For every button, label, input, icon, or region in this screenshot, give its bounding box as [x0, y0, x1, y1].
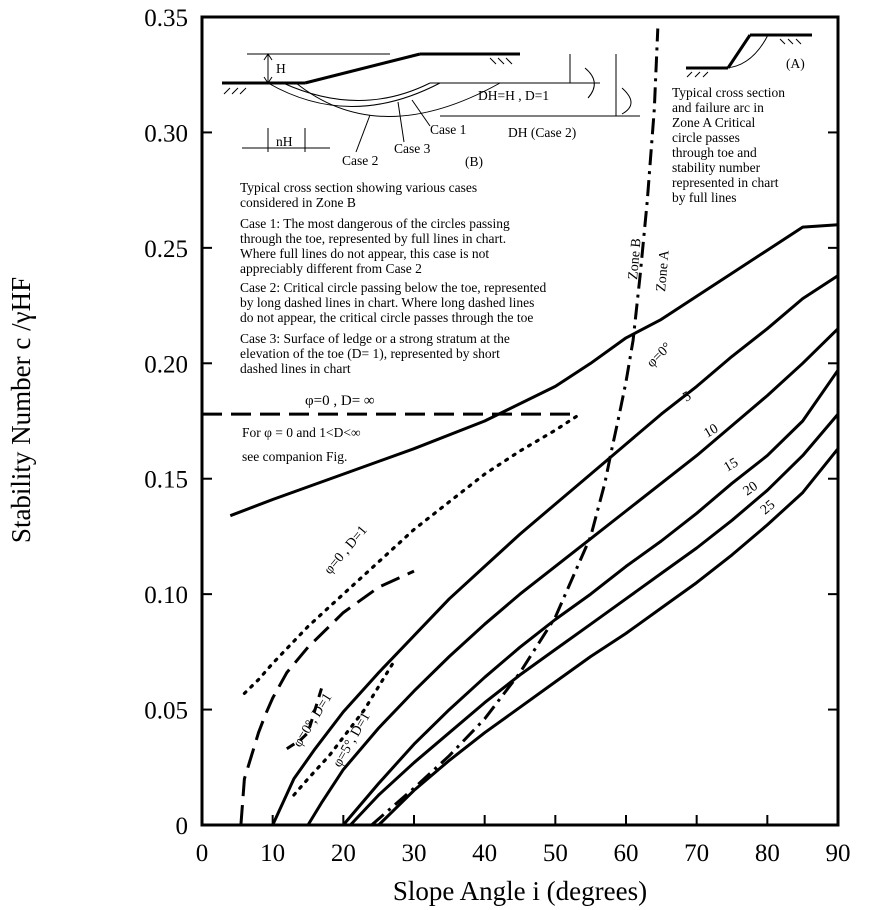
x-tick-label: 50: [543, 840, 568, 867]
inset-b-nh: nH: [276, 134, 293, 149]
inset-b-tag: (B): [465, 154, 483, 169]
y-tick-label: 0: [176, 813, 189, 840]
zone-b-heading-0: Typical cross section showing various ca…: [240, 180, 477, 195]
zone-b-case2-0: Case 2: Critical circle passing below th…: [240, 280, 547, 295]
zone-b-heading-1: considered in Zone B: [240, 195, 356, 210]
zone-b-case3-1: elevation of the toe (D= 1), represented…: [240, 346, 500, 361]
inset-b-dh2: DH (Case 2): [508, 125, 576, 140]
series-line-3: [342, 369, 840, 826]
y-tick-label: 0.30: [144, 120, 188, 147]
series-line-10: [239, 569, 415, 826]
label-phi0-d1: φ=0 , D=1: [322, 523, 371, 577]
inset-a-text-0: Typical cross section: [672, 85, 785, 100]
label-companion-1: For φ = 0 and 1<D<∞: [242, 425, 361, 440]
series-line-4: [349, 413, 840, 827]
series-line-11: [370, 28, 660, 827]
zone-b-case1-1: through the toe, represented by full lin…: [240, 231, 506, 246]
y-tick-label: 0.15: [144, 467, 188, 494]
x-tick-labels: 0 10 20 30 40 50 60 70 80 90: [196, 840, 851, 867]
zone-b-notes: Typical cross section showing various ca…: [240, 180, 547, 376]
series-line-8: [285, 686, 324, 751]
plot-frame: [200, 15, 840, 827]
x-tick-label: 80: [755, 840, 780, 867]
label-phi0deg-d1: φ=0°, D=1: [291, 691, 336, 750]
label-phi0-d-inf: φ=0 , D= ∞: [305, 393, 375, 409]
inset-b-case1: Case 1: [430, 122, 466, 137]
inset-a-text-2: Zone A Critical: [672, 115, 755, 130]
inset-a-text-5: stability number: [672, 160, 761, 175]
inset-b-h: H: [276, 61, 286, 76]
zone-b-case3-0: Case 3: Surface of ledge or a strong str…: [240, 331, 510, 346]
y-tick-label: 0.25: [144, 236, 188, 263]
inset-a-diagram: (A) Typical cross section and failure ar…: [672, 33, 812, 205]
x-tick-label: 20: [331, 840, 356, 867]
x-tick-label: 10: [260, 840, 285, 867]
inset-a-text-3: circle passes: [672, 130, 740, 145]
zone-b-case2-2: do not appear, the critical circle passe…: [240, 310, 533, 325]
inset-a-text-1: and failure arc in: [672, 100, 764, 115]
series-group: [202, 28, 840, 827]
y-tick-label: 0.35: [144, 5, 188, 32]
y-tick-label: 0.10: [144, 582, 188, 609]
inset-a-text-7: by full lines: [672, 190, 737, 205]
series-line-7: [242, 414, 579, 696]
axis-ticks: [201, 16, 839, 826]
series-line-1: [271, 274, 839, 826]
zone-b-case1-3: appreciably different from Case 2: [240, 261, 422, 276]
label-phi25: 25: [758, 498, 778, 518]
zone-b-case1-0: Case 1: The most dangerous of the circle…: [240, 216, 510, 231]
y-tick-label: 0.05: [144, 698, 188, 725]
label-phi15: 15: [722, 455, 742, 475]
inset-a-tag: (A): [786, 56, 805, 71]
x-axis-title: Slope Angle i (degrees): [393, 876, 647, 906]
x-tick-label: 60: [614, 840, 639, 867]
series-line-2: [306, 327, 840, 826]
y-axis-title: Stability Number c /γHF: [6, 277, 36, 543]
x-tick-label: 40: [472, 840, 497, 867]
label-phi0-top: φ=0°: [644, 340, 675, 371]
label-phi20: 20: [741, 479, 761, 499]
zone-b-case3-2: dashed lines in chart: [240, 361, 351, 376]
series-line-9: [292, 661, 395, 797]
inset-b-dh1: DH=H , D=1: [478, 88, 549, 103]
inset-b-diagram: H DH=H , D=1 DH (Case 2) nH Case 1 Case …: [222, 52, 640, 169]
zone-b-case1-2: Where full lines do not appear, this cas…: [240, 246, 489, 261]
label-zone-b: Zone B: [626, 238, 645, 281]
label-phi10: 10: [702, 421, 722, 441]
series-line-5: [377, 447, 840, 827]
x-tick-label: 30: [402, 840, 427, 867]
x-tick-label: 90: [826, 840, 851, 867]
inset-b-case2: Case 2: [342, 153, 378, 168]
label-zone-a: Zone A: [654, 249, 673, 293]
label-companion-2: see companion Fig.: [242, 449, 347, 464]
series-line-0: [229, 223, 839, 518]
x-tick-label: 0: [196, 840, 209, 867]
y-tick-labels: 0 0.05 0.10 0.15 0.20 0.25 0.30 0.35: [144, 5, 188, 840]
y-tick-label: 0.20: [144, 351, 188, 378]
inset-a-text-4: through toe and: [672, 145, 757, 160]
inset-b-case3: Case 3: [394, 141, 431, 156]
inset-a-text-6: represented in chart: [672, 175, 779, 190]
zone-b-case2-1: by long dashed lines in chart. Where lon…: [240, 295, 534, 310]
x-tick-label: 70: [684, 840, 709, 867]
